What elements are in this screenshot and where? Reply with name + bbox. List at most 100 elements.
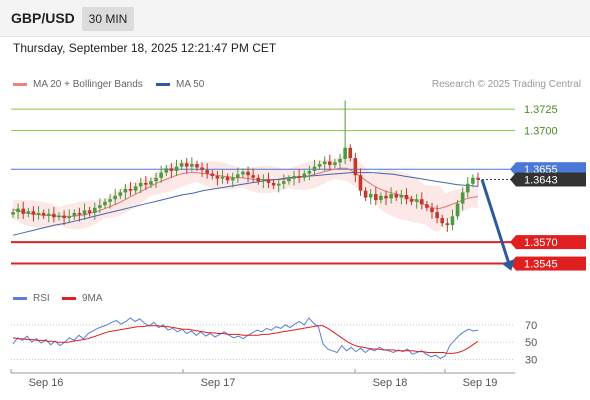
candle-body [230, 177, 235, 181]
candle-body [317, 164, 322, 167]
candle-body [460, 192, 465, 204]
forecast-arrow-shaft [480, 179, 512, 268]
candle-body [440, 218, 445, 224]
candle-body [36, 212, 41, 215]
candle-body [261, 179, 266, 182]
candle-body [26, 211, 31, 214]
forecast-arrow [480, 179, 515, 271]
candle-body [98, 205, 102, 208]
level-tag-text: 1.3570 [524, 237, 558, 249]
candle-body [276, 183, 281, 186]
candle-body [123, 188, 128, 193]
candle-body [41, 212, 46, 216]
x-tick-label: Sep 18 [373, 377, 408, 389]
candle-body [82, 210, 87, 215]
candle-body [465, 183, 470, 193]
candle-body [435, 212, 439, 219]
candle-body [328, 161, 332, 165]
candle-body [348, 147, 353, 159]
candle-body [149, 181, 153, 185]
candle-body [374, 194, 378, 201]
candle-body [271, 182, 276, 186]
candle-body [169, 168, 174, 171]
x-tick-label: Sep 16 [29, 377, 64, 389]
candle-body [236, 174, 240, 178]
candle-body [404, 194, 409, 200]
candle-body [343, 147, 347, 159]
candle-body [368, 194, 373, 198]
legend-item-9ma: 9MA [62, 293, 103, 304]
level-label-text: 1.3725 [524, 104, 558, 116]
ma50-swatch [156, 82, 170, 86]
rsi-panel: 70 50 30 [11, 317, 537, 366]
currency-pair-title: GBP/USD [11, 10, 75, 26]
candle-body [414, 199, 419, 202]
candle-body [154, 177, 158, 182]
candle-body [118, 192, 123, 196]
rsi-line [12, 317, 479, 360]
level-tag-pointer [510, 162, 516, 177]
candle-body [62, 215, 66, 219]
candle-body [220, 176, 225, 179]
candle-body [190, 164, 194, 167]
candle-body [338, 158, 342, 163]
forecast-arrow-head [501, 259, 515, 271]
candle-body [225, 176, 230, 181]
candle-body [57, 215, 61, 218]
candle-body [455, 203, 460, 217]
level-label-text: 1.3700 [524, 126, 558, 138]
candle-body [113, 195, 117, 200]
candle-body [425, 204, 429, 208]
legend-item-ma20: MA 20 + Bollinger Bands [13, 79, 143, 90]
candle-body [266, 179, 271, 183]
candle-body [399, 194, 404, 198]
candle-body [297, 176, 301, 178]
level-tag-bg [516, 256, 586, 271]
candle-body [312, 166, 317, 171]
rsi-swatch [13, 296, 27, 300]
candle-body [31, 211, 36, 215]
candle-body [144, 182, 148, 185]
candle-body [363, 190, 368, 198]
candle-body [389, 194, 393, 199]
candle-body [138, 182, 143, 187]
timeframe-button[interactable]: 30 MIN [82, 7, 134, 31]
price-levels [11, 108, 515, 265]
candle-body [287, 178, 291, 182]
level-tag-bg [516, 235, 586, 250]
candle-body [450, 216, 455, 225]
candle-body [333, 162, 337, 165]
candle-body [292, 176, 296, 179]
candle-body [384, 195, 388, 199]
candle-body [353, 158, 358, 176]
legend-ma20-label: MA 20 + Bollinger Bands [33, 79, 143, 90]
candle-body [164, 168, 169, 173]
bollinger-band-fill [13, 155, 478, 232]
candle-body [200, 167, 204, 171]
level-tag-bg [516, 172, 586, 187]
legend-item-ma50: MA 50 [156, 79, 204, 90]
candle-body [103, 201, 107, 206]
candle-body [11, 212, 15, 215]
header-bar: GBP/USD 30 MIN [0, 0, 590, 37]
legend-rsi-label: RSI [33, 293, 50, 304]
candle-body [195, 164, 199, 168]
candle-body [246, 171, 250, 176]
bollinger-band-layer [13, 155, 478, 232]
candle-body [128, 188, 133, 191]
candle-body [282, 181, 286, 184]
candle-body [379, 195, 383, 201]
candle-body [302, 173, 307, 178]
candle-body [108, 199, 112, 202]
candle-body [419, 199, 424, 205]
candle-body [52, 213, 56, 218]
rsi-tick-label: 30 [525, 354, 537, 366]
rsi-ma9-line [12, 325, 479, 354]
candle-body [205, 170, 209, 174]
candle-body [409, 199, 414, 202]
rsi-tick-label: 50 [525, 337, 537, 349]
research-credit: Research © 2025 Trading Central [431, 79, 581, 90]
rsi-tick-label: 70 [525, 320, 537, 332]
